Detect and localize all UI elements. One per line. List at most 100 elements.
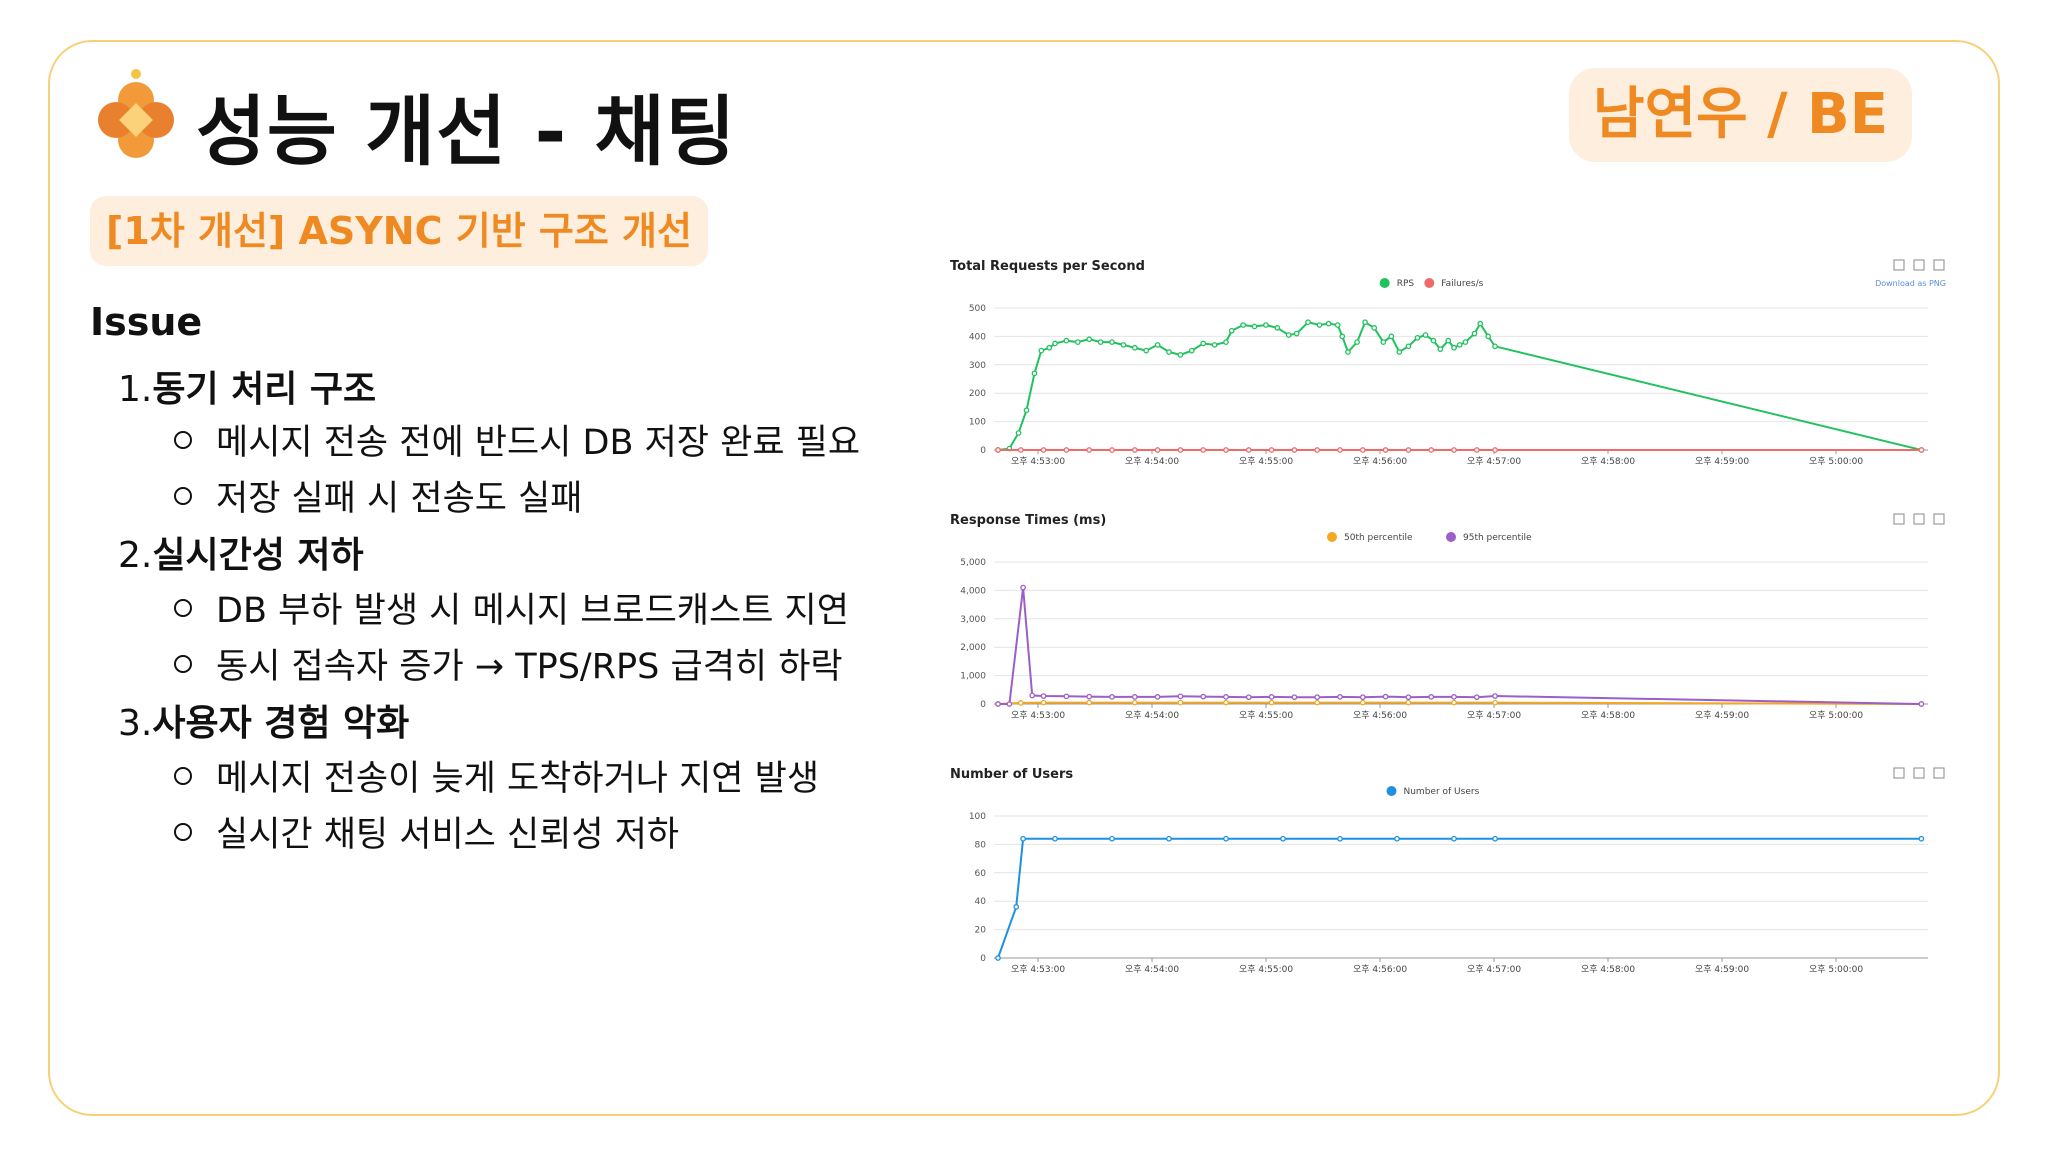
locust-charts: Total Requests per Second Download as PNG… [950, 259, 1946, 975]
x-tick-label: 오후 4:56:00 [1353, 710, 1407, 721]
data-point [1109, 694, 1115, 700]
y-tick-label: 0 [980, 954, 986, 964]
download-icon[interactable] [1933, 513, 1945, 525]
legend-label: 95th percentile [1463, 533, 1532, 543]
x-tick-label: 오후 4:54:00 [1125, 964, 1179, 975]
download-icon[interactable] [1933, 767, 1945, 779]
data-point [995, 955, 1001, 961]
legend-label: RPS [1397, 279, 1415, 289]
data-point [1422, 332, 1429, 338]
data-point [1223, 835, 1229, 842]
data-point [1456, 342, 1463, 348]
data-point [1382, 693, 1389, 700]
data-point [1020, 835, 1026, 842]
legend-label: 50th percentile [1344, 533, 1413, 543]
download-png-link[interactable]: Download as PNG [1875, 279, 1946, 288]
data-point [1291, 447, 1298, 453]
data-point [1109, 339, 1115, 345]
data-point [1291, 694, 1298, 701]
y-tick-label: 100 [969, 418, 986, 428]
data-point [1245, 694, 1252, 701]
x-tick-label: 오후 4:54:00 [1125, 456, 1179, 467]
x-tick-label: 오후 4:58:00 [1581, 456, 1635, 467]
bullet-circle-icon [174, 823, 192, 841]
y-tick-label: 500 [969, 304, 986, 314]
series-line [997, 701, 1922, 705]
data-point [1437, 346, 1444, 353]
data-point [1200, 340, 1207, 347]
x-tick-label: 오후 4:53:00 [1011, 710, 1065, 721]
bullet-circle-icon [174, 767, 192, 785]
data-point [1337, 447, 1343, 453]
data-point [1177, 352, 1184, 358]
bullet-text: DB 부하 발생 시 메시지 브로드캐스트 지연 [216, 591, 849, 631]
list-item: DB 부하 발생 시 메시지 브로드캐스트 지연 [174, 582, 849, 633]
data-point [1428, 447, 1435, 453]
data-point [1166, 349, 1172, 355]
data-point [1414, 334, 1421, 341]
download-icon[interactable] [1933, 259, 1945, 271]
issue-item-3: 3.사용자 경험 악화 [118, 694, 409, 746]
data-point [1040, 447, 1047, 453]
data-point [1086, 699, 1093, 706]
bullet-circle-icon [174, 599, 192, 617]
x-tick-label: 오후 4:59:00 [1695, 710, 1749, 721]
data-point [1359, 694, 1366, 701]
x-tick-label: 오후 4:53:00 [1011, 964, 1065, 975]
y-tick-label: 60 [975, 869, 987, 879]
y-tick-label: 4,000 [960, 586, 986, 596]
legend-marker [1446, 532, 1456, 542]
charts-panel: Total Requests per Second Download as PNG… [940, 248, 1950, 1008]
data-point [1154, 694, 1161, 700]
data-point [1451, 344, 1457, 351]
data-point [1918, 835, 1925, 842]
chart-title: Total Requests per Second [950, 259, 1145, 274]
bullet-text: 동시 접속자 증가 → TPS/RPS 급격히 하락 [216, 647, 843, 687]
data-point [1280, 835, 1286, 842]
data-point [1006, 701, 1013, 707]
zoom-icon[interactable] [1913, 513, 1925, 525]
data-point [1430, 337, 1437, 344]
y-tick-label: 20 [975, 926, 987, 936]
x-tick-label: 오후 4:59:00 [1695, 456, 1749, 467]
series-line [997, 837, 1922, 959]
data-point [1473, 447, 1480, 453]
issue-item-text: 사용자 경험 악화 [152, 703, 410, 744]
bullet-circle-icon [174, 655, 192, 673]
data-point [1268, 694, 1275, 700]
data-point [995, 447, 1001, 453]
restore-icon[interactable] [1893, 513, 1905, 525]
data-point [1046, 344, 1053, 351]
data-point [1492, 835, 1498, 842]
data-point [1337, 835, 1343, 842]
data-point [1020, 584, 1026, 591]
data-point [1492, 343, 1498, 350]
y-tick-label: 0 [980, 446, 986, 456]
data-point [1263, 322, 1269, 328]
data-point [1492, 693, 1498, 699]
data-point [1131, 694, 1138, 700]
zoom-icon[interactable] [1913, 259, 1925, 271]
restore-icon[interactable] [1893, 767, 1905, 779]
data-point [1131, 344, 1138, 351]
legend-label: Number of Users [1404, 787, 1480, 797]
data-point [1388, 333, 1395, 340]
y-tick-label: 0 [980, 700, 986, 710]
data-point [1405, 447, 1412, 453]
data-point [1451, 699, 1457, 706]
data-point [1334, 322, 1341, 328]
zoom-icon[interactable] [1913, 767, 1925, 779]
issue-item-text: 동기 처리 구조 [152, 369, 377, 410]
restore-icon[interactable] [1893, 259, 1905, 271]
bullet-text: 메시지 전송 전에 반드시 DB 저장 완료 필요 [216, 423, 861, 463]
y-tick-label: 2,000 [960, 643, 986, 653]
y-tick-label: 200 [969, 389, 986, 399]
data-point [1462, 339, 1469, 345]
flower-logo-icon [98, 69, 174, 158]
y-tick-label: 5,000 [960, 558, 986, 568]
data-point [1471, 330, 1478, 337]
bullet-text: 메시지 전송이 늦게 도착하거나 지연 발생 [216, 759, 820, 799]
data-point [1240, 322, 1246, 328]
data-point [1405, 343, 1412, 350]
y-tick-label: 100 [969, 812, 986, 822]
